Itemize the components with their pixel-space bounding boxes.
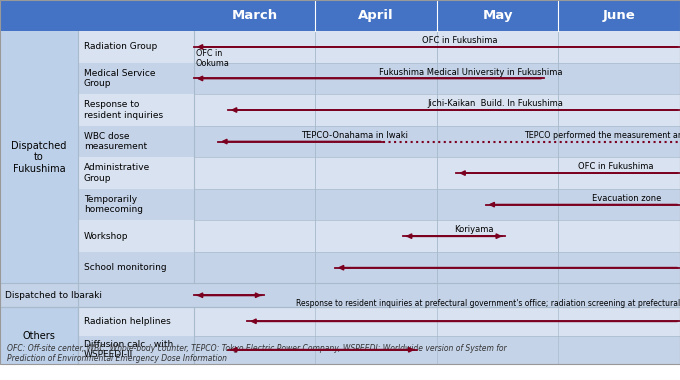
Text: Response to resident inquiries at prefectural government's office; radiation scr: Response to resident inquiries at prefec… xyxy=(296,299,680,308)
Bar xyxy=(437,220,558,252)
Bar xyxy=(78,157,194,189)
Bar xyxy=(194,157,316,189)
Text: June: June xyxy=(603,9,636,22)
Bar xyxy=(437,307,558,336)
Bar xyxy=(194,336,316,364)
Bar xyxy=(437,94,558,126)
Bar xyxy=(316,157,437,189)
Text: OFC: Off-site center, WBC: Whole-body counter, TEPCO: Tokyo Electric Power Compa: OFC: Off-site center, WBC: Whole-body co… xyxy=(7,344,507,363)
Bar xyxy=(78,94,194,126)
Text: Evacuation zone: Evacuation zone xyxy=(592,194,662,203)
Bar xyxy=(194,126,316,157)
Bar xyxy=(437,189,558,220)
Bar xyxy=(0,31,78,283)
Text: Jichi-Kaikan  Build. In Fukushima: Jichi-Kaikan Build. In Fukushima xyxy=(427,99,563,108)
Bar xyxy=(316,189,437,220)
Bar xyxy=(78,220,194,252)
Text: WBC dose
measurement: WBC dose measurement xyxy=(84,132,147,151)
Bar xyxy=(437,63,558,94)
Bar xyxy=(558,336,680,364)
Text: Response to
resident inquiries: Response to resident inquiries xyxy=(84,100,163,120)
Text: Others: Others xyxy=(22,331,56,340)
Bar xyxy=(194,252,316,283)
Text: Dispatched to Ibaraki: Dispatched to Ibaraki xyxy=(5,291,103,300)
Text: Koriyama: Koriyama xyxy=(454,225,494,234)
Bar xyxy=(194,94,316,126)
Bar xyxy=(437,336,558,364)
Text: Administrative
Group: Administrative Group xyxy=(84,163,150,183)
Bar xyxy=(0,0,680,31)
Bar xyxy=(194,189,316,220)
Text: April: April xyxy=(358,9,394,22)
Bar xyxy=(78,252,194,283)
Bar xyxy=(558,307,680,336)
Bar xyxy=(558,252,680,283)
Bar xyxy=(558,126,680,157)
Bar xyxy=(437,31,558,63)
Bar xyxy=(437,157,558,189)
Bar xyxy=(558,63,680,94)
Bar xyxy=(78,307,194,336)
Bar xyxy=(194,220,316,252)
Bar xyxy=(78,336,194,364)
Bar xyxy=(316,94,437,126)
Bar xyxy=(194,31,316,63)
Bar xyxy=(558,220,680,252)
Bar xyxy=(316,336,437,364)
Bar xyxy=(316,252,437,283)
Bar xyxy=(558,94,680,126)
Bar xyxy=(194,307,316,336)
Bar xyxy=(316,31,437,63)
Bar xyxy=(437,126,558,157)
Bar xyxy=(316,63,437,94)
Text: March: March xyxy=(231,9,277,22)
Bar xyxy=(437,252,558,283)
Text: OFC in Fukushima: OFC in Fukushima xyxy=(578,162,653,171)
Bar xyxy=(78,189,194,220)
Bar xyxy=(0,283,680,307)
Text: Workshop: Workshop xyxy=(84,232,128,241)
Bar xyxy=(78,31,194,63)
Text: Diffusion calc.  with
WSPEEDI-II: Diffusion calc. with WSPEEDI-II xyxy=(84,340,173,359)
Bar xyxy=(78,63,194,94)
Text: Temporarily
homecoming: Temporarily homecoming xyxy=(84,195,143,214)
Text: May: May xyxy=(482,9,513,22)
Text: Radiation Group: Radiation Group xyxy=(84,43,157,51)
Bar xyxy=(316,220,437,252)
Bar xyxy=(558,157,680,189)
Text: Medical Service
Group: Medical Service Group xyxy=(84,69,155,88)
Text: TEPCO-Onahama in Iwaki: TEPCO-Onahama in Iwaki xyxy=(301,131,408,140)
Bar xyxy=(316,126,437,157)
Bar xyxy=(316,307,437,336)
Text: OFC in
Ookuma: OFC in Ookuma xyxy=(196,49,230,68)
Bar xyxy=(194,63,316,94)
Text: TEPCO performed the measurement and evaluation: TEPCO performed the measurement and eval… xyxy=(524,131,680,140)
Bar xyxy=(558,31,680,63)
Bar xyxy=(0,307,78,364)
Text: Fukushima Medical University in Fukushima: Fukushima Medical University in Fukushim… xyxy=(379,68,562,77)
Text: Radiation helplines: Radiation helplines xyxy=(84,317,171,326)
Bar xyxy=(558,189,680,220)
Text: Dispatched
to
Fukushima: Dispatched to Fukushima xyxy=(12,141,67,174)
Text: School monitoring: School monitoring xyxy=(84,263,167,272)
Bar xyxy=(78,126,194,157)
Text: OFC in Fukushima: OFC in Fukushima xyxy=(422,36,498,45)
